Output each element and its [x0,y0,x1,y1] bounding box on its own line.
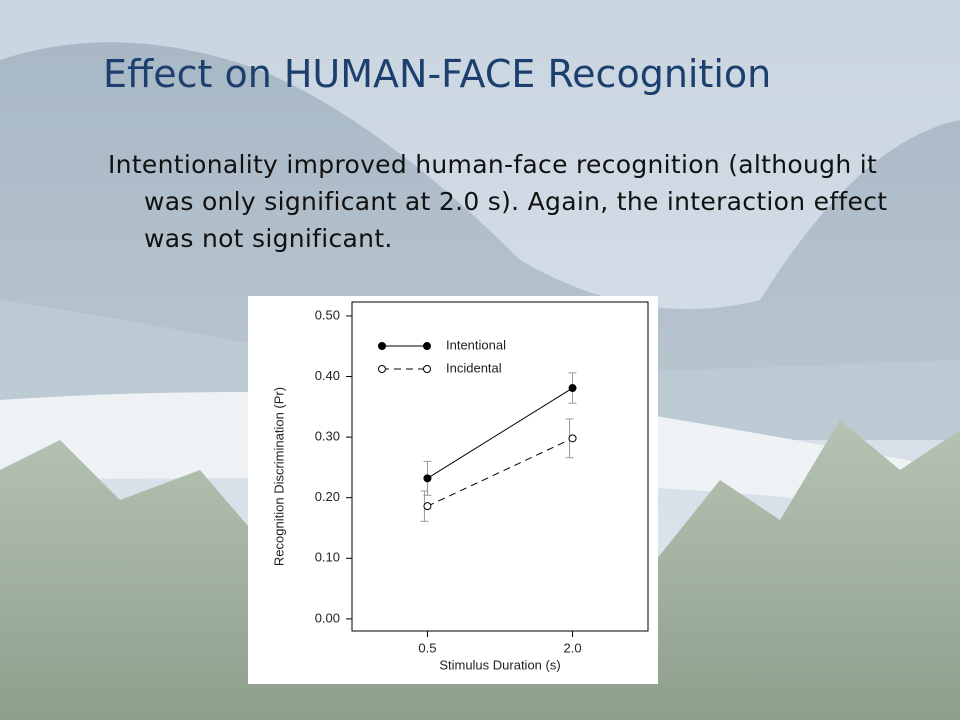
legend-marker [378,365,386,373]
point [568,434,577,443]
slide-body: Intentionality improved human-face recog… [108,150,888,253]
slide-title: Effect on HUMAN-FACE Recognition [103,52,772,96]
legend-label: Intentional [446,337,506,352]
x-tick-label: 2.0 [564,640,582,655]
legend-marker [378,342,386,350]
x-axis-label: Stimulus Duration (s) [439,657,560,672]
y-tick-label: 0.10 [315,550,340,565]
series-line [427,437,573,507]
point [423,474,432,483]
y-tick-label: 0.30 [315,429,340,444]
y-axis-label: Recognition Discrimination (Pr) [271,387,286,566]
y-tick-label: 0.40 [315,368,340,383]
legend-marker [423,365,431,373]
chart: 0.00 0.10 0.20 0.30 0.40 0.50 0.5 2.0 Stimulus D… [248,296,658,684]
y-tick-label: 0.20 [315,489,340,504]
point [568,384,577,393]
x-tick-label: 0.5 [418,640,436,655]
point [423,502,432,511]
y-tick-label: 0.00 [315,610,340,625]
legend-marker [423,342,431,350]
y-tick-label: 0.50 [315,307,340,322]
series-line [427,387,573,479]
legend-label: Incidental [446,360,502,375]
plot-frame [351,301,649,632]
